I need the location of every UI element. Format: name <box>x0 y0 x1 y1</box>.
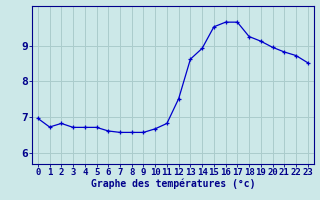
X-axis label: Graphe des températures (°c): Graphe des températures (°c) <box>91 179 255 189</box>
